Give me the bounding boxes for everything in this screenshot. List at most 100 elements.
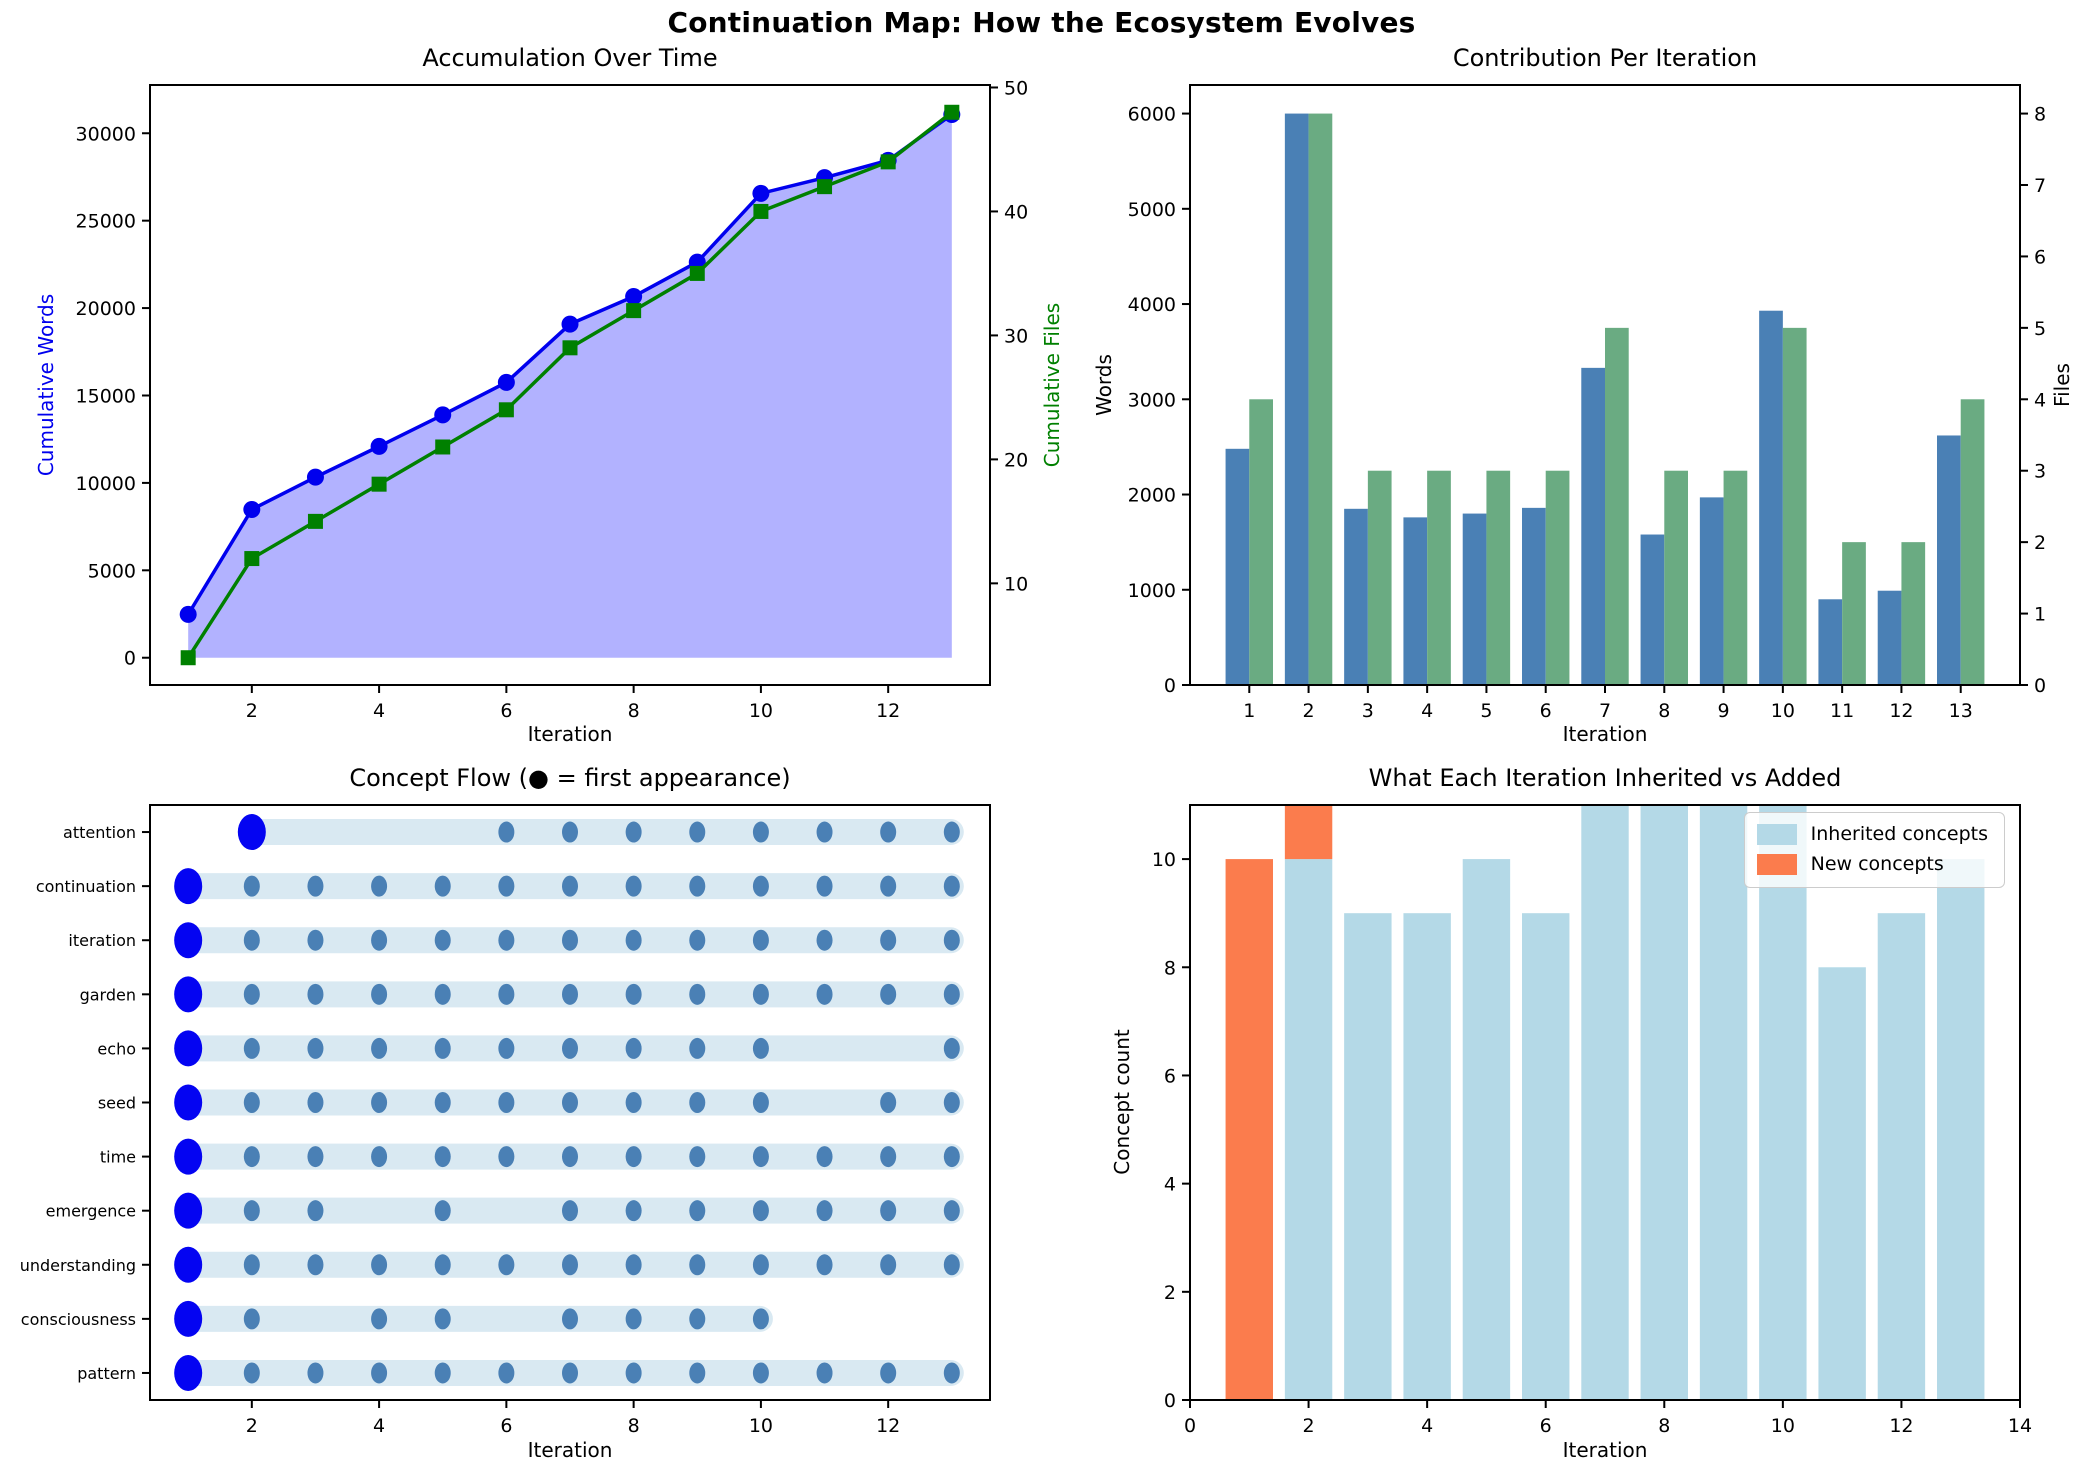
files-marker (562, 340, 578, 356)
presence-band (239, 819, 964, 846)
words-marker (497, 373, 515, 391)
presence-dot (434, 1362, 451, 1384)
presence-dot (307, 875, 324, 897)
files-bar (1486, 470, 1511, 685)
presence-dot (562, 1037, 578, 1059)
presence-dot (752, 1308, 769, 1330)
tick-label: 6 (1540, 700, 1552, 722)
tick-label: 3 (2034, 461, 2046, 483)
tick-label: echo (97, 1039, 136, 1058)
first-appearance-dot (174, 976, 203, 1013)
presence-dot (307, 983, 324, 1005)
tick-label: 0 (1164, 1390, 1176, 1412)
files-bar (1782, 327, 1807, 685)
presence-dot (689, 1308, 706, 1330)
files-bar (1367, 470, 1392, 685)
presence-dot (625, 1362, 642, 1384)
tick-label: 2 (2034, 532, 2046, 554)
tick-label: 20000 (76, 298, 136, 320)
tick-label: 6 (1164, 1065, 1176, 1087)
presence-dot (880, 929, 897, 951)
inherited-swatch-icon (1756, 823, 1797, 845)
presence-dot (307, 1362, 324, 1384)
legend-label-inherited: Inherited concepts (1810, 823, 1988, 845)
presence-dot (498, 1254, 515, 1276)
concept-flow-title: Concept Flow (● = first appearance) (349, 764, 791, 792)
first-appearance-dot (174, 1084, 203, 1121)
tick-label: 10 (749, 1415, 773, 1437)
first-appearance-dot (174, 868, 203, 905)
presence-dot (562, 821, 578, 843)
contribution-xlabel: Iteration (1562, 722, 1648, 746)
files-bar (1427, 470, 1451, 685)
tick-label: 10 (1004, 573, 1028, 595)
files-marker (626, 303, 642, 319)
tick-label: 6 (1540, 1415, 1552, 1437)
legend: Inherited concepts New concepts (1743, 812, 2005, 888)
concept-flow-xlabel: Iteration (527, 1438, 613, 1462)
tick-label: 25000 (76, 211, 136, 233)
presence-dot (434, 1254, 451, 1276)
tick-label: 12 (876, 700, 900, 722)
tick-label: 9 (1718, 700, 1730, 722)
tick-label: 4 (373, 700, 385, 722)
presence-dot (307, 1092, 324, 1113)
tick-label: 5 (1480, 700, 1492, 722)
presence-dot (943, 1254, 960, 1276)
inheritance-title: What Each Iteration Inherited vs Added (1368, 764, 1842, 792)
words-bar (1284, 113, 1309, 686)
inherited-bar (1284, 859, 1333, 1400)
tick-label: 2 (1303, 700, 1315, 722)
tick-label: 10 (1771, 700, 1795, 722)
tick-label: 8 (628, 700, 640, 722)
presence-dot (562, 1092, 578, 1113)
tick-label: 10 (1771, 1415, 1795, 1437)
tick-label: consciousness (21, 1310, 136, 1329)
words-marker (179, 605, 197, 623)
presence-dot (689, 1037, 706, 1059)
presence-dot (816, 1146, 833, 1168)
presence-dot (625, 983, 642, 1005)
inheritance-ylabel: Concept count (1110, 1029, 1134, 1175)
tick-label: 10 (1152, 849, 1176, 871)
first-appearance-dot (174, 1030, 203, 1067)
files-marker (944, 104, 960, 120)
presence-dot (689, 1254, 706, 1276)
tick-label: 4 (1164, 1174, 1176, 1196)
tick-label: 4 (1421, 700, 1433, 722)
presence-dot (243, 1200, 260, 1222)
tick-label: 12 (876, 1415, 900, 1437)
tick-label: 2 (1303, 1415, 1315, 1437)
presence-dot (498, 1037, 515, 1059)
presence-dot (943, 1200, 960, 1222)
presence-dot (243, 929, 260, 951)
presence-dot (880, 1092, 897, 1113)
tick-label: 5000 (1128, 199, 1176, 221)
inherited-bar (1522, 913, 1570, 1400)
presence-dot (943, 1146, 960, 1168)
presence-dot (243, 1362, 260, 1384)
presence-dot (816, 821, 833, 843)
tick-label: 30 (1004, 325, 1028, 347)
presence-dot (498, 875, 515, 897)
words-bar (1818, 599, 1843, 685)
first-appearance-dot (174, 1300, 203, 1337)
new-swatch-icon (1756, 853, 1797, 875)
presence-dot (498, 929, 515, 951)
words-marker (306, 468, 324, 486)
words-bar (1344, 508, 1368, 685)
inherited-bar (1759, 805, 1807, 1400)
words-marker (243, 500, 261, 518)
files-bar (1723, 470, 1748, 685)
presence-dot (880, 1362, 897, 1384)
presence-dot (625, 875, 642, 897)
presence-dot (498, 1362, 515, 1384)
presence-dot (434, 1200, 451, 1222)
tick-label: 6 (500, 700, 512, 722)
presence-dot (371, 1362, 388, 1384)
presence-dot (371, 1146, 388, 1168)
tick-label: seed (98, 1094, 136, 1113)
presence-dot (689, 1200, 706, 1222)
presence-dot (880, 1254, 897, 1276)
tick-label: 20 (1004, 449, 1028, 471)
